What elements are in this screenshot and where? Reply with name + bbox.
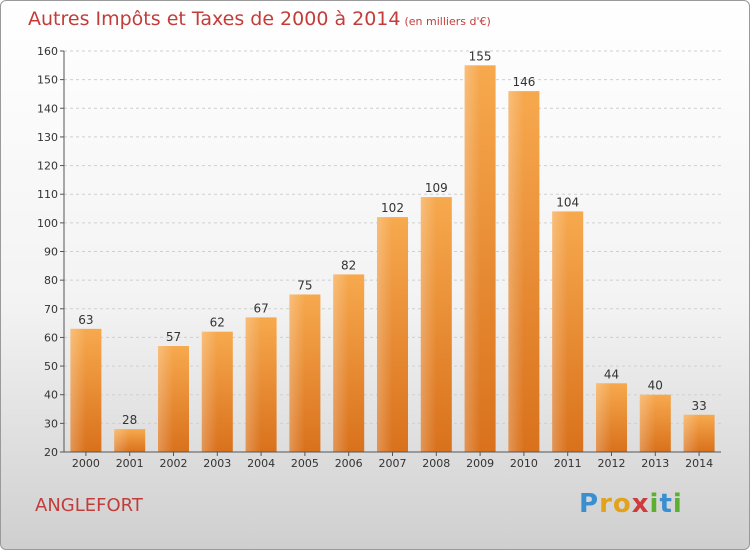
x-tick-label: 2007 [379,457,407,470]
logo-letter: x [631,489,650,519]
y-tick-label: 100 [37,217,58,230]
commune-name: ANGLEFORT [35,495,143,516]
x-tick-label: 2005 [291,457,319,470]
bars: 63 28 57 62 67 75 82 102 109 155 146 104 44 40 33 [70,49,715,453]
bar-highlight [639,394,656,452]
chart-title: Autres Impôts et Taxes de 2000 à 2014 (en… [28,8,491,30]
bar-value-label: 82 [341,258,356,272]
x-tick-label: 2006 [335,457,363,470]
bar-value-label: 104 [556,195,579,209]
proxiti-logo: Proxiti [579,489,683,519]
x-axis: 2000 2001 2002 2003 2004 2005 2006 2007 2008 2009… [64,451,721,470]
y-tick-label: 130 [37,131,58,144]
x-tick-label: 2011 [554,457,582,470]
x-tick-label: 2000 [72,457,100,470]
bar-highlight [114,429,130,452]
x-tick-label: 2013 [641,457,669,470]
y-axis: 20 30 40 50 60 70 80 90 100 110 120 130 140 150 160 [37,45,65,459]
y-tick-label: 150 [37,74,58,87]
bar-value-label: 75 [297,278,312,292]
x-tick-label: 2014 [685,457,713,470]
bar-highlight [70,328,86,452]
x-tick-label: 2002 [160,457,188,470]
x-tick-label: 2008 [422,457,450,470]
chart-title-unit: (en milliers d'€) [404,15,491,28]
y-tick-label: 160 [37,45,58,58]
bar-highlight [683,414,700,452]
bar-value-label: 62 [210,316,225,330]
logo-letter: P [579,489,600,519]
x-tick-label: 2010 [510,457,538,470]
bar-highlight [158,346,174,452]
bar-value-label: 63 [78,313,93,327]
logo-letter: t [659,489,673,519]
y-tick-label: 40 [44,389,58,402]
y-tick-label: 90 [44,246,58,259]
bar-value-label: 146 [512,75,535,89]
y-tick-label: 110 [37,188,58,201]
bar-highlight [245,317,262,452]
bar-highlight [508,91,524,452]
bar-highlight [333,274,349,452]
bar-value-label: 40 [648,379,663,393]
bar-highlight [377,217,393,452]
y-tick-label: 50 [44,360,58,373]
bar-highlight [552,211,568,452]
bar-value-label: 109 [425,181,448,195]
y-tick-label: 60 [44,331,58,344]
bar-value-label: 28 [122,413,137,427]
bar-highlight [201,331,218,452]
bar-highlight [289,294,305,452]
y-tick-label: 30 [44,417,58,430]
bar-value-label: 33 [691,399,706,413]
bar-value-label: 44 [604,367,619,381]
logo-letter: r [599,489,613,519]
bar-highlight [464,65,481,453]
x-tick-label: 2004 [247,457,275,470]
x-tick-label: 2001 [116,457,144,470]
bar-value-label: 57 [166,330,181,344]
bar-value-label: 67 [253,301,268,315]
x-tick-label: 2003 [203,457,231,470]
logo-letter: i [672,489,683,519]
logo-letter: o [612,489,632,519]
chart-title-text: Autres Impôts et Taxes de 2000 à 2014 [28,8,401,30]
y-tick-label: 80 [44,274,58,287]
y-tick-label: 140 [37,102,58,115]
y-tick-label: 120 [37,160,58,173]
x-tick-label: 2009 [466,457,494,470]
y-tick-label: 20 [44,446,58,459]
logo-letter: i [649,489,660,519]
x-tick-label: 2012 [598,457,626,470]
bar-highlight [596,383,612,452]
bar-highlight [420,197,437,452]
bar-value-label: 102 [381,201,404,215]
bar-value-label: 155 [469,49,492,63]
y-tick-label: 70 [44,303,58,316]
